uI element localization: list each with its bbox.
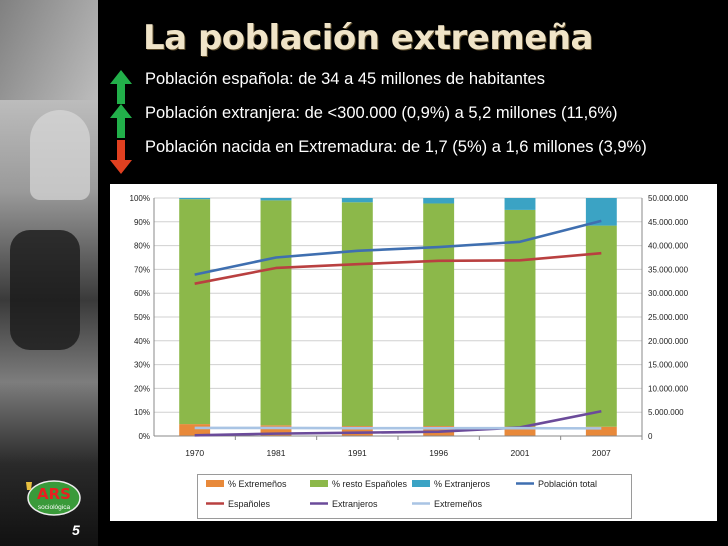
legend-swatch — [310, 480, 328, 487]
chart-panel: 0% 0 10% 5.000.000 20% 10.000.000 30% 15.000.00… — [110, 184, 717, 521]
bullet-foreign-population: Población extranjera: de <300.000 (0,9%)… — [145, 104, 618, 122]
legend-svg: % Extremeños % resto Españoles % Extranjer… — [206, 479, 597, 509]
legend-swatch — [206, 480, 224, 487]
y-left-tick-label: 10% — [134, 408, 150, 417]
y-left-tick-label: 40% — [134, 337, 150, 346]
legend-label: Españoles — [228, 499, 271, 509]
bar-segment — [179, 199, 211, 425]
population-chart: 0% 0 10% 5.000.000 20% 10.000.000 30% 15.000.00… — [130, 194, 689, 458]
slide-title: La población extremeña — [143, 18, 594, 58]
x-tick-label: 2001 — [511, 448, 530, 458]
y-right-tick-label: 35.000.000 — [648, 265, 689, 274]
bar-segment — [260, 425, 292, 436]
logo-subtext: sociológica — [38, 504, 71, 511]
bar-segment — [341, 202, 373, 427]
bar-segment — [423, 203, 455, 427]
arrow-up-icon — [110, 70, 132, 104]
page-number: 5 — [72, 522, 80, 538]
bar-segment — [179, 198, 211, 200]
y-left-tick-label: 90% — [134, 218, 150, 227]
ars-logo: ARS sociológica — [26, 480, 81, 516]
legend-label: % resto Españoles — [332, 479, 408, 489]
legend-label: Extremeños — [434, 499, 483, 509]
y-right-tick-label: 5.000.000 — [648, 408, 684, 417]
bar-segment — [260, 200, 292, 426]
x-tick-label: 2007 — [592, 448, 611, 458]
y-left-tick-label: 20% — [134, 384, 150, 393]
bar-segment — [504, 426, 536, 436]
y-right-tick-label: 30.000.000 — [648, 289, 689, 298]
legend-label: Población total — [538, 479, 597, 489]
y-left-tick-label: 80% — [134, 242, 150, 251]
y-right-tick-label: 10.000.000 — [648, 384, 689, 393]
bar-segment — [504, 198, 536, 210]
y-right-tick-label: 0 — [648, 432, 653, 441]
arrow-up-icon — [110, 104, 132, 138]
y-right-tick-label: 40.000.000 — [648, 242, 689, 251]
lamp-icon — [26, 482, 32, 490]
chart-legend: % Extremeños % resto Españoles % Extranjer… — [197, 474, 632, 519]
y-left-tick-label: 60% — [134, 289, 150, 298]
x-tick-label: 1970 — [185, 448, 204, 458]
series-line — [194, 251, 602, 285]
y-left-tick-label: 50% — [134, 313, 150, 322]
bar-segment — [179, 424, 211, 436]
y-left-tick-label: 0% — [138, 432, 150, 441]
y-right-tick-label: 15.000.000 — [648, 361, 689, 370]
photo-shadow — [10, 230, 80, 350]
legend-swatch — [412, 480, 430, 487]
bar-segment — [341, 198, 373, 203]
bar-segment — [341, 426, 373, 436]
y-right-tick-label: 50.000.000 — [648, 194, 689, 203]
y-left-tick-label: 70% — [134, 265, 150, 274]
bar-segment — [504, 209, 536, 427]
bar-segment — [260, 198, 292, 201]
photo-figure — [30, 110, 90, 200]
arrow-down-icon — [110, 140, 132, 174]
bar-segment — [423, 198, 455, 204]
legend-label: % Extranjeros — [434, 479, 491, 489]
bullet-extremadura-population: Población nacida en Extremadura: de 1,7 … — [145, 138, 647, 156]
series-line — [194, 409, 602, 437]
legend-label: Extranjeros — [332, 499, 378, 509]
x-tick-label: 1991 — [348, 448, 367, 458]
bar-segment — [585, 426, 617, 436]
series-line — [194, 219, 602, 276]
x-tick-label: 1981 — [267, 448, 286, 458]
y-left-tick-label: 100% — [130, 194, 150, 203]
legend-label: % Extremeños — [228, 479, 287, 489]
y-right-tick-label: 45.000.000 — [648, 218, 689, 227]
y-left-tick-label: 30% — [134, 361, 150, 370]
photo-sky — [0, 0, 98, 100]
side-photo-decoration — [0, 0, 98, 546]
y-right-tick-label: 25.000.000 — [648, 313, 689, 322]
logo-text: ARS — [37, 485, 71, 503]
bullet-spanish-population: Población española: de 34 a 45 millones … — [145, 70, 545, 88]
y-right-tick-label: 20.000.000 — [648, 337, 689, 346]
bar-segment — [585, 225, 617, 427]
x-tick-label: 1996 — [429, 448, 448, 458]
